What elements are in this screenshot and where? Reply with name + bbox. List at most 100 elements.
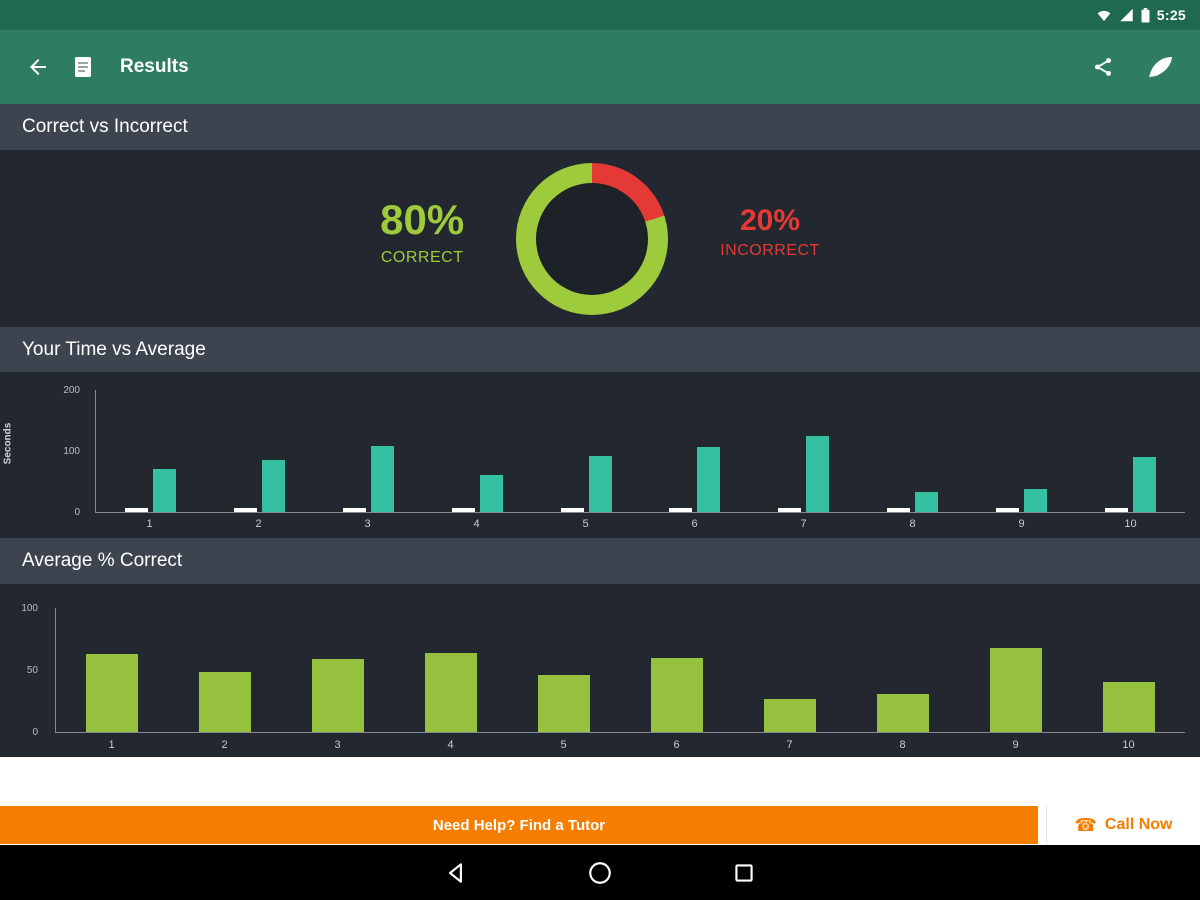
incorrect-label: INCORRECT [720,242,820,260]
donut-section: 80% CORRECT 20% INCORRECT [0,150,1200,327]
correct-percentage: 80% [380,196,465,244]
nav-back-icon[interactable] [443,860,469,886]
y-axis-label: Seconds [2,422,14,465]
y-tick-label: 50 [26,665,38,676]
bar-groups [96,390,1185,512]
bar-group [395,653,508,732]
correct-percentage-block: 80% CORRECT [380,198,464,266]
bar [989,648,1042,732]
bar [479,475,503,512]
quill-icon[interactable] [1148,55,1174,79]
bar [1133,457,1157,512]
y-tick-label: 200 [63,385,80,396]
x-axis-labels: 1 2 3 4 5 6 7 8 9 10 [55,739,1185,751]
page-title: Results [120,56,189,77]
bar [763,699,816,732]
x-tick-label: 7 [786,739,793,751]
bar-group [96,469,205,512]
bar-group [282,659,395,732]
bar-group [858,492,967,512]
bar [312,659,365,732]
x-tick-label: 3 [334,739,341,751]
x-tick-label: 3 [364,518,371,530]
bar [451,508,475,512]
section-title: Correct vs Incorrect [22,116,188,137]
incorrect-percentage: 20% [740,203,801,237]
incorrect-percentage-block: 20% INCORRECT [720,205,820,261]
x-tick-label: 8 [899,739,906,751]
section-header-time-vs-average: Your Time vs Average [0,327,1200,372]
y-tick-label: 100 [21,603,38,614]
call-now-label: Call Now [1104,816,1173,833]
x-tick-label: 1 [146,518,153,530]
x-tick-label: 8 [909,518,916,530]
find-tutor-banner[interactable]: Need Help? Find a Tutor [0,806,1038,844]
share-icon[interactable] [1092,56,1114,78]
section-header-average-percent-correct: Average % Correct [0,538,1200,584]
x-tick-label: 9 [1012,739,1019,751]
call-now-button[interactable]: ☎ Call Now [1046,806,1200,844]
y-tick-label: 0 [74,507,80,518]
bar [1024,489,1048,512]
nav-recents-icon[interactable] [731,860,757,886]
bar [261,460,285,512]
signal-icon [1119,8,1134,22]
bar-group [532,456,641,512]
y-axis-ticks: 0 100 200 [40,385,88,518]
x-tick-label: 6 [691,518,698,530]
bar [1102,682,1155,732]
donut-chart [516,162,669,315]
bar [778,508,802,512]
section-title: Your Time vs Average [22,338,206,360]
status-time: 5:25 [1156,7,1186,23]
x-tick-label: 1 [108,739,115,751]
bar-group [967,489,1076,512]
bar-group [1072,682,1185,732]
bar [538,675,591,732]
bar [124,508,148,512]
bar-group [169,672,282,732]
bar [876,694,929,732]
x-axis-labels: 1 2 3 4 5 6 7 8 9 10 [95,518,1185,530]
bar-group [846,694,959,732]
x-tick-label: 10 [1122,739,1135,751]
correct-label: CORRECT [380,248,464,266]
x-tick-label: 6 [673,739,680,751]
battery-icon [1141,7,1150,23]
bar-group [423,475,532,512]
bar-groups [56,608,1185,732]
nav-home-icon[interactable] [587,860,613,886]
bar [915,492,939,512]
bar [806,436,830,512]
avg-chart: 0 50 100 1 2 3 4 5 6 7 8 9 10 [0,584,1200,757]
bar-group [641,447,750,512]
x-tick-label: 10 [1124,518,1137,530]
x-tick-label: 4 [447,739,454,751]
phone-icon: ☎ [1074,815,1097,835]
y-tick-label: 0 [32,727,38,738]
wifi-icon [1096,8,1112,22]
bar [650,658,703,732]
bar [199,672,252,732]
donut-hole [536,182,649,295]
bar [233,508,257,512]
android-nav-bar [0,845,1200,900]
y-tick-label: 100 [63,446,80,457]
bar [425,653,478,732]
back-arrow-icon[interactable] [26,55,50,79]
x-tick-label: 9 [1018,518,1025,530]
x-tick-label: 5 [560,739,567,751]
x-tick-label: 2 [221,739,228,751]
bar [342,508,366,512]
status-bar: 5:25 [0,0,1200,30]
bar-group [314,446,423,512]
bar-group [508,675,621,732]
bar-group [1076,457,1185,512]
x-tick-label: 2 [255,518,262,530]
bar [887,508,911,512]
time-chart: Seconds 0 100 200 1 2 3 4 5 6 7 8 9 10 [0,372,1200,538]
x-tick-label: 4 [473,518,480,530]
x-tick-label: 7 [800,518,807,530]
document-icon [74,56,92,78]
plot-area [55,608,1185,733]
